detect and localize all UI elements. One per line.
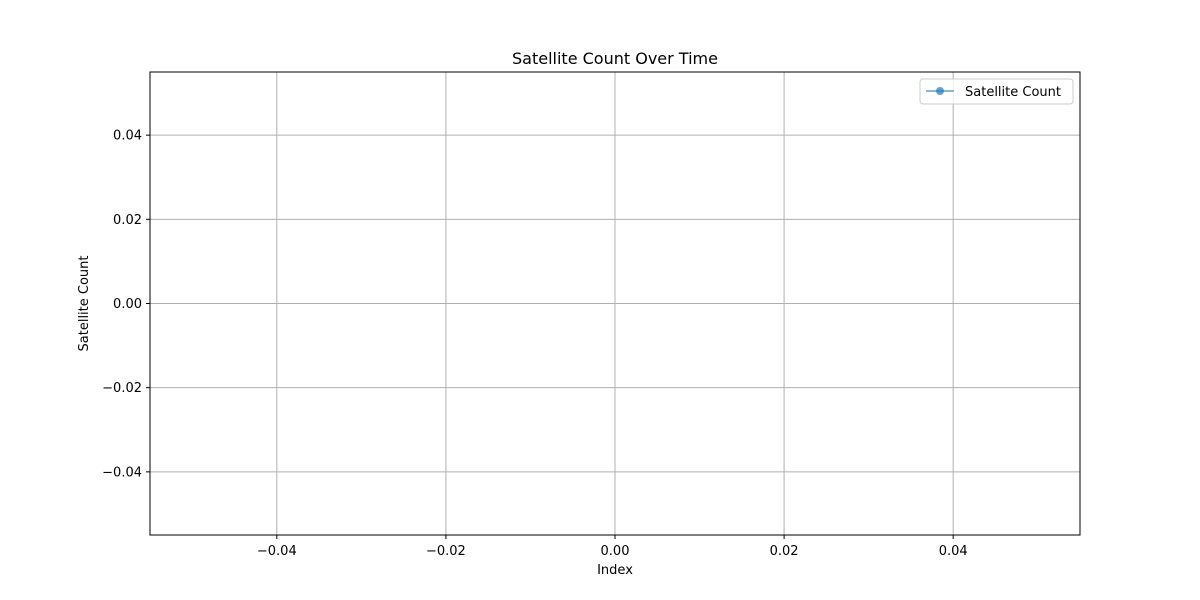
x-axis-label: Index	[597, 563, 633, 578]
legend-box	[919, 78, 1074, 105]
y-tick-label: 0.04	[113, 129, 142, 144]
chart-title: Satellite Count Over Time	[512, 49, 718, 68]
x-tick-label: 0.04	[939, 544, 968, 559]
y-tick-label: −0.04	[102, 465, 142, 480]
x-tick-label: −0.02	[426, 544, 466, 559]
ticks: −0.04 −0.02 0.00 0.02 0.04 0.04 0.02 0.00 −0.02 −…	[102, 129, 968, 559]
y-tick-label: 0.00	[113, 297, 142, 312]
x-tick-label: 0.02	[770, 544, 799, 559]
legend: Satellite Count	[919, 78, 1074, 105]
x-tick-label: −0.04	[257, 544, 297, 559]
x-tick-label: 0.00	[601, 544, 630, 559]
y-tick-label: −0.02	[102, 381, 142, 396]
y-axis-label: Satellite Count	[77, 256, 92, 352]
legend-marker	[936, 87, 944, 95]
y-tick-label: 0.02	[113, 213, 142, 228]
legend-label: Satellite Count	[965, 85, 1061, 100]
grid	[150, 72, 1080, 535]
